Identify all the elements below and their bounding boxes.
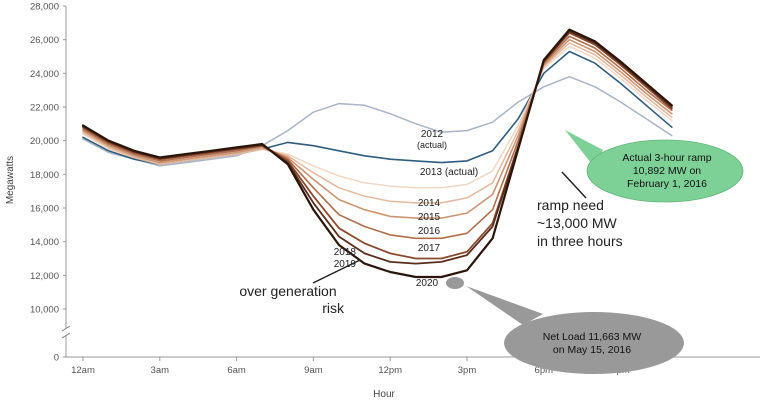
y-tick-label: 14,000 (30, 237, 59, 248)
ramp-annotation-line: ramp need (537, 197, 604, 213)
y-tick-label: 26,000 (30, 35, 59, 46)
gray-marker-dot (446, 277, 464, 289)
series-line-2014 (82, 45, 673, 189)
series-label-2014: 2014 (418, 198, 441, 209)
series-label-2015: 2015 (418, 212, 441, 223)
gray-bubble-text: on May 15, 2016 (553, 344, 631, 356)
series-line-2012 (82, 75, 673, 167)
overgen-annotation-line: over generation (239, 283, 336, 299)
series-lines (81, 28, 673, 279)
series-line-2020 (81, 28, 673, 279)
green-callout-bubble (586, 139, 744, 203)
x-tick-label: 3pm (458, 365, 477, 376)
x-tick-label: 12pm (378, 365, 402, 376)
ramp-annotation-line: ~13,000 MW (537, 215, 618, 231)
gray-bubble-pointer (466, 286, 543, 325)
gray-bubble-text: Net Load 11,663 MW (543, 331, 642, 343)
x-tick-label: 3am (151, 365, 170, 376)
x-tick-label: 6am (227, 365, 246, 376)
overgen-pointer-line (312, 259, 361, 284)
overgen-annotation-line: risk (322, 300, 345, 316)
ramp-pointer-line (561, 171, 587, 199)
series-label-2017: 2017 (418, 243, 441, 254)
series-line-2015 (82, 42, 673, 204)
series-label-2013: 2013 (actual) (420, 167, 478, 178)
series-labels: 2012(actual) 2013 (actual) 2014 2015 2016 201… (334, 129, 478, 289)
green-bubble-text: 10,892 MW on (633, 165, 701, 177)
y-axis-title: Megawatts (5, 156, 16, 204)
gray-callout-bubble (504, 312, 684, 374)
x-tick-label: 12am (71, 365, 95, 376)
series-label-2012: 2012 (421, 129, 444, 140)
x-tick-label: 6pm (535, 365, 554, 376)
y-tick-label: 16,000 (30, 204, 59, 215)
y-tick-label: 22,000 (30, 103, 59, 114)
y-tick-label: 24,000 (30, 69, 59, 80)
series-label-2016: 2016 (418, 226, 441, 237)
ramp-annotation-line: in three hours (537, 233, 623, 249)
y-tick-label: 18,000 (30, 170, 59, 181)
green-bubble-text: February 1, 2016 (627, 178, 707, 190)
axis-break-mark (61, 325, 71, 339)
x-axis-title: Hour (373, 389, 395, 400)
series-sublabel: (actual) (417, 140, 447, 150)
series-label-2020: 2020 (416, 278, 439, 289)
green-bubble-text: Actual 3-hour ramp (622, 152, 711, 164)
y-tick-label: 0 (54, 353, 59, 364)
y-tick-label: 12,000 (30, 271, 59, 282)
x-tick-label: 9am (304, 365, 323, 376)
y-tick-label: 28,000 (30, 2, 59, 13)
series-line-2017 (82, 35, 673, 240)
series-label-2018: 2018 (334, 247, 357, 258)
y-tick-label: 20,000 (30, 136, 59, 147)
y-tick-label: 10,000 (30, 305, 59, 316)
series-label-2019: 2019 (334, 259, 357, 270)
annotations: ramp need ~13,000 MW in three hours over ge… (239, 130, 744, 374)
series-line-2016 (82, 38, 673, 219)
